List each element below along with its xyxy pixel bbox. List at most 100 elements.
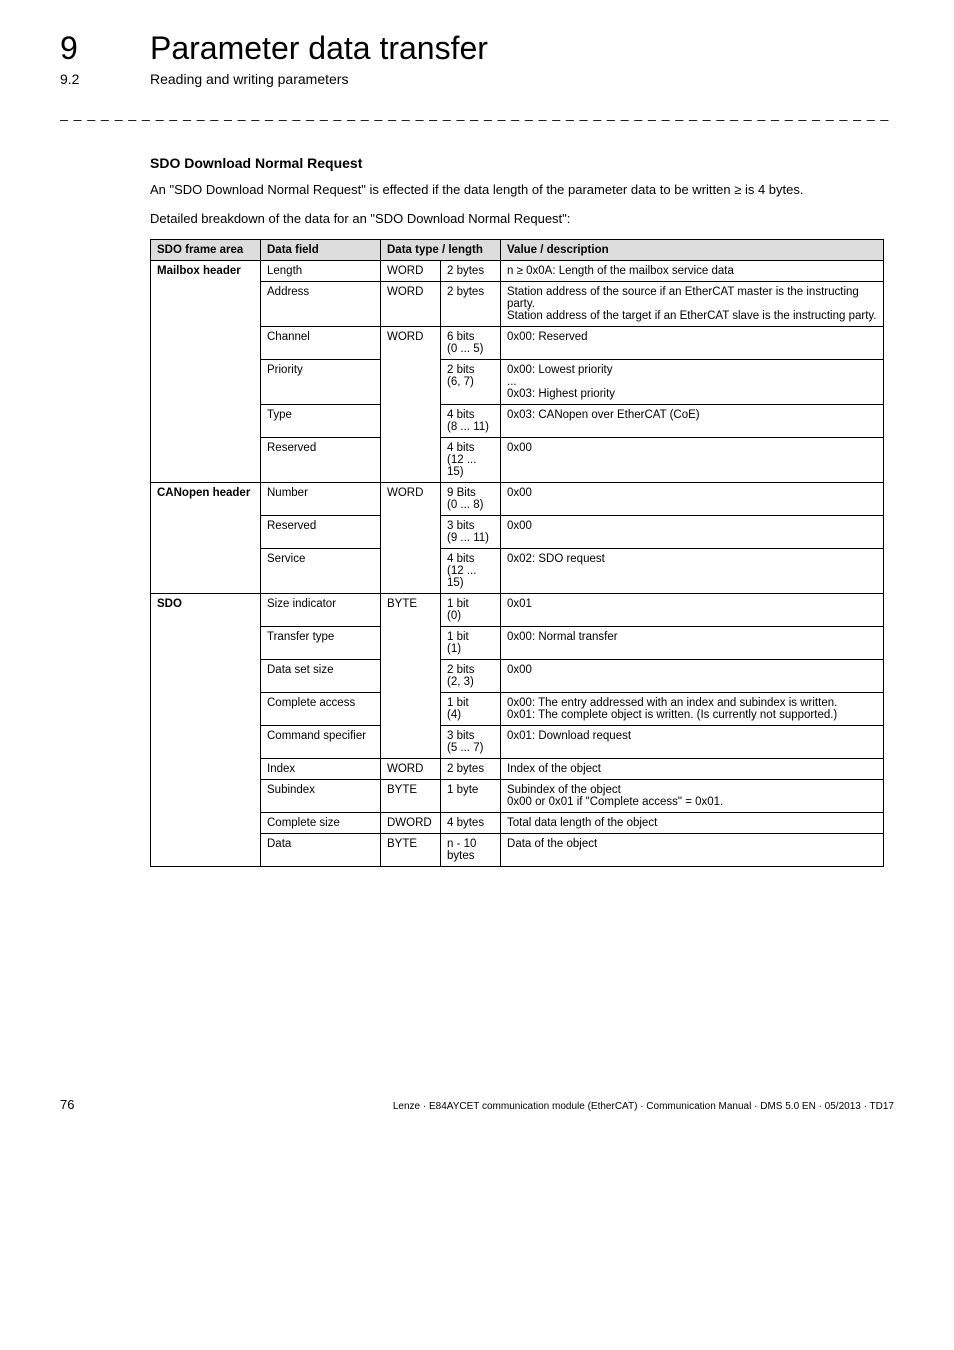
cell-len: n - 10 bytes xyxy=(441,833,501,866)
cell-field: Complete access xyxy=(261,692,381,725)
group-mailbox: Mailbox header xyxy=(151,260,261,482)
main-content: SDO Download Normal Request An "SDO Down… xyxy=(150,155,884,867)
paragraph-intro: An "SDO Download Normal Request" is effe… xyxy=(150,181,884,200)
section-title: Reading and writing parameters xyxy=(150,71,348,87)
cell-desc: 0x03: CANopen over EtherCAT (CoE) xyxy=(501,404,884,437)
th-field: Data field xyxy=(261,239,381,260)
group-sdo: SDO xyxy=(151,593,261,866)
cell-type: WORD xyxy=(381,260,441,281)
cell-len: 2 bytes xyxy=(441,260,501,281)
cell-len: 9 Bits (0 ... 8) xyxy=(441,482,501,515)
cell-desc: Total data length of the object xyxy=(501,812,884,833)
cell-field: Type xyxy=(261,404,381,437)
table-row: SDO Size indicator BYTE 1 bit (0) 0x01 xyxy=(151,593,884,626)
cell-desc: Index of the object xyxy=(501,758,884,779)
paragraph-lead: Detailed breakdown of the data for an "S… xyxy=(150,210,884,229)
cell-type: WORD xyxy=(381,758,441,779)
cell-field: Index xyxy=(261,758,381,779)
th-frame: SDO frame area xyxy=(151,239,261,260)
cell-field: Transfer type xyxy=(261,626,381,659)
section-number: 9.2 xyxy=(60,71,120,87)
cell-field: Subindex xyxy=(261,779,381,812)
cell-type: WORD xyxy=(381,482,441,593)
table-row: Reserved 3 bits (9 ... 11) 0x00 xyxy=(151,515,884,548)
cell-len: 4 bits (12 ... 15) xyxy=(441,437,501,482)
cell-desc: 0x02: SDO request xyxy=(501,548,884,593)
chapter-title: Parameter data transfer xyxy=(150,30,488,67)
cell-field: Priority xyxy=(261,359,381,404)
cell-desc: 0x00: The entry addressed with an index … xyxy=(501,692,884,725)
table-row: Priority 2 bits (6, 7) 0x00: Lowest prio… xyxy=(151,359,884,404)
cell-desc: 0x00: Normal transfer xyxy=(501,626,884,659)
table-row: Type 4 bits (8 ... 11) 0x03: CANopen ove… xyxy=(151,404,884,437)
cell-len: 6 bits (0 ... 5) xyxy=(441,326,501,359)
footer-info: Lenze · E84AYCET communication module (E… xyxy=(393,1101,894,1112)
cell-len: 4 bits (8 ... 11) xyxy=(441,404,501,437)
table-row: Complete access 1 bit (4) 0x00: The entr… xyxy=(151,692,884,725)
table-row: Index WORD 2 bytes Index of the object xyxy=(151,758,884,779)
cell-field: Length xyxy=(261,260,381,281)
cell-field: Reserved xyxy=(261,437,381,482)
cell-desc: 0x01 xyxy=(501,593,884,626)
cell-field: Service xyxy=(261,548,381,593)
cell-desc: 0x00 xyxy=(501,482,884,515)
table-row: CANopen header Number WORD 9 Bits (0 ...… xyxy=(151,482,884,515)
cell-type: BYTE xyxy=(381,779,441,812)
cell-len: 4 bytes xyxy=(441,812,501,833)
table-row: Transfer type 1 bit (1) 0x00: Normal tra… xyxy=(151,626,884,659)
cell-len: 1 bit (4) xyxy=(441,692,501,725)
cell-len: 1 byte xyxy=(441,779,501,812)
cell-desc: 0x00 xyxy=(501,437,884,482)
cell-type: BYTE xyxy=(381,833,441,866)
cell-len: 2 bits (6, 7) xyxy=(441,359,501,404)
cell-len: 2 bytes xyxy=(441,281,501,326)
table-row: Reserved 4 bits (12 ... 15) 0x00 xyxy=(151,437,884,482)
table-row: Address WORD 2 bytes Station address of … xyxy=(151,281,884,326)
cell-len: 1 bit (0) xyxy=(441,593,501,626)
page-subheader: 9.2 Reading and writing parameters xyxy=(60,71,894,87)
sdo-table: SDO frame area Data field Data type / le… xyxy=(150,239,884,867)
cell-len: 4 bits (12 ... 15) xyxy=(441,548,501,593)
cell-type: WORD xyxy=(381,281,441,326)
cell-field: Size indicator xyxy=(261,593,381,626)
cell-type: BYTE xyxy=(381,593,441,758)
cell-desc: Station address of the source if an Ethe… xyxy=(501,281,884,326)
cell-desc: 0x00 xyxy=(501,659,884,692)
page-header: 9 Parameter data transfer xyxy=(60,30,894,67)
cell-field: Number xyxy=(261,482,381,515)
cell-field: Channel xyxy=(261,326,381,359)
section-heading: SDO Download Normal Request xyxy=(150,155,884,171)
cell-len: 2 bytes xyxy=(441,758,501,779)
cell-desc: n ≥ 0x0A: Length of the mailbox service … xyxy=(501,260,884,281)
cell-len: 2 bits (2, 3) xyxy=(441,659,501,692)
cell-type: WORD xyxy=(381,326,441,482)
cell-field: Reserved xyxy=(261,515,381,548)
cell-desc: Subindex of the object 0x00 or 0x01 if "… xyxy=(501,779,884,812)
table-row: Mailbox header Length WORD 2 bytes n ≥ 0… xyxy=(151,260,884,281)
table-row: Complete size DWORD 4 bytes Total data l… xyxy=(151,812,884,833)
cell-desc: 0x01: Download request xyxy=(501,725,884,758)
cell-desc: 0x00: Lowest priority ... 0x03: Highest … xyxy=(501,359,884,404)
chapter-number: 9 xyxy=(60,30,120,67)
table-row: Data BYTE n - 10 bytes Data of the objec… xyxy=(151,833,884,866)
th-type: Data type / length xyxy=(381,239,501,260)
divider: _ _ _ _ _ _ _ _ _ _ _ _ _ _ _ _ _ _ _ _ … xyxy=(60,105,894,121)
cell-field: Data xyxy=(261,833,381,866)
cell-field: Complete size xyxy=(261,812,381,833)
cell-field: Command specifier xyxy=(261,725,381,758)
cell-desc: Data of the object xyxy=(501,833,884,866)
cell-len: 3 bits (9 ... 11) xyxy=(441,515,501,548)
table-row: Service 4 bits (12 ... 15) 0x02: SDO req… xyxy=(151,548,884,593)
th-desc: Value / description xyxy=(501,239,884,260)
table-row: Channel WORD 6 bits (0 ... 5) 0x00: Rese… xyxy=(151,326,884,359)
table-row: Data set size 2 bits (2, 3) 0x00 xyxy=(151,659,884,692)
table-row: Subindex BYTE 1 byte Subindex of the obj… xyxy=(151,779,884,812)
page-number: 76 xyxy=(60,1097,74,1112)
cell-field: Data set size xyxy=(261,659,381,692)
cell-desc: 0x00 xyxy=(501,515,884,548)
page-footer: 76 Lenze · E84AYCET communication module… xyxy=(60,1097,894,1112)
cell-desc: 0x00: Reserved xyxy=(501,326,884,359)
cell-field: Address xyxy=(261,281,381,326)
cell-len: 1 bit (1) xyxy=(441,626,501,659)
group-canopen: CANopen header xyxy=(151,482,261,593)
